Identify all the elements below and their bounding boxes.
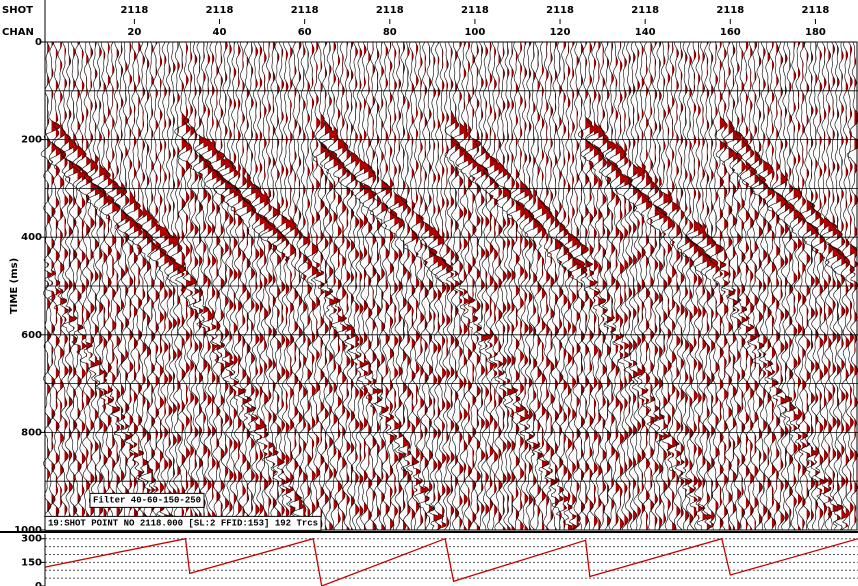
chan-label: 60 xyxy=(298,27,312,38)
y-tick-label: 600 xyxy=(21,330,42,341)
trace-fill xyxy=(112,42,121,530)
shot-number: 2118 xyxy=(716,5,744,16)
trace-fill xyxy=(342,42,348,530)
y-tick-label: 200 xyxy=(21,135,42,146)
elevation-line xyxy=(44,537,858,586)
chan-header: CHAN xyxy=(2,27,34,38)
trace-fill xyxy=(745,42,751,530)
trace-fill xyxy=(333,42,341,530)
trace-fill xyxy=(151,42,158,530)
trace-fill xyxy=(650,42,656,530)
shot-number: 2118 xyxy=(376,5,404,16)
shot-number: 2118 xyxy=(206,5,234,16)
trace-fill xyxy=(741,42,749,530)
trace-fill xyxy=(173,42,181,530)
trace-fill xyxy=(90,42,97,530)
trace-fill xyxy=(472,42,482,530)
trace-fill xyxy=(251,42,260,530)
chan-label: 160 xyxy=(720,27,741,38)
trace-fill xyxy=(559,42,565,530)
trace-fill xyxy=(168,42,177,530)
trace-fill xyxy=(489,42,498,530)
y-tick-label: 0 xyxy=(35,37,42,48)
trace-fill xyxy=(654,42,663,530)
trace-fill xyxy=(186,42,194,530)
trace-fill xyxy=(498,42,505,530)
filter-annotation: Filter 40-60-150-250 xyxy=(93,495,201,505)
trace-fill xyxy=(298,42,305,530)
y-tick-label: 300 xyxy=(21,534,42,545)
chan-label: 100 xyxy=(464,27,485,38)
y-axis-label: TIME (ms) xyxy=(9,258,20,314)
trace-fill xyxy=(107,42,115,530)
trace-fill xyxy=(628,42,633,530)
trace-fill xyxy=(667,42,674,530)
trace-fill xyxy=(359,42,366,530)
trace-fill xyxy=(47,42,52,530)
chan-label: 80 xyxy=(383,27,397,38)
annotation-box xyxy=(44,515,322,531)
shot-number: 2118 xyxy=(120,5,148,16)
trace-fill xyxy=(272,42,279,530)
trace-fill xyxy=(138,42,144,530)
shot-number: 2118 xyxy=(291,5,319,16)
trace-fill xyxy=(246,42,254,530)
y-tick-label: 0 xyxy=(35,581,42,586)
trace-fill xyxy=(363,42,372,530)
y-tick-label: 400 xyxy=(21,232,42,243)
trace-fill xyxy=(355,42,360,530)
trace-fill xyxy=(129,42,136,530)
shot-number: 2118 xyxy=(631,5,659,16)
chan-label: 120 xyxy=(550,27,571,38)
chan-label: 20 xyxy=(127,27,141,38)
trace-fill xyxy=(446,42,453,530)
trace-fill xyxy=(589,42,596,530)
y-tick-label: 800 xyxy=(21,427,42,438)
trace-fill xyxy=(520,42,528,530)
trace-fill xyxy=(385,42,392,530)
y-tick-label: 1000 xyxy=(14,525,42,536)
trace-fill xyxy=(116,42,124,530)
trace-fill xyxy=(320,42,327,530)
chan-label: 140 xyxy=(635,27,656,38)
trace-fill xyxy=(86,42,93,530)
trace-fill xyxy=(515,42,525,530)
shot-annotation: 19:SHOT POINT NO 2118.000 [SL:2 FFID:153… xyxy=(48,518,318,528)
trace-fill xyxy=(229,42,238,530)
shot-header: SHOT xyxy=(2,5,33,16)
trace-fill xyxy=(424,42,431,530)
trace-fill xyxy=(620,42,627,530)
trace-fill xyxy=(390,42,397,530)
chan-label: 180 xyxy=(805,27,826,38)
annotation-box xyxy=(89,492,205,508)
shot-number: 2118 xyxy=(546,5,574,16)
shot-number: 2118 xyxy=(802,5,830,16)
trace-fill xyxy=(381,42,389,530)
trace-fill xyxy=(199,42,205,530)
trace-fill xyxy=(815,42,821,530)
y-tick-label: 150 xyxy=(21,557,42,568)
chan-label: 40 xyxy=(213,27,227,38)
shot-number: 2118 xyxy=(461,5,489,16)
trace-fill xyxy=(607,42,614,530)
